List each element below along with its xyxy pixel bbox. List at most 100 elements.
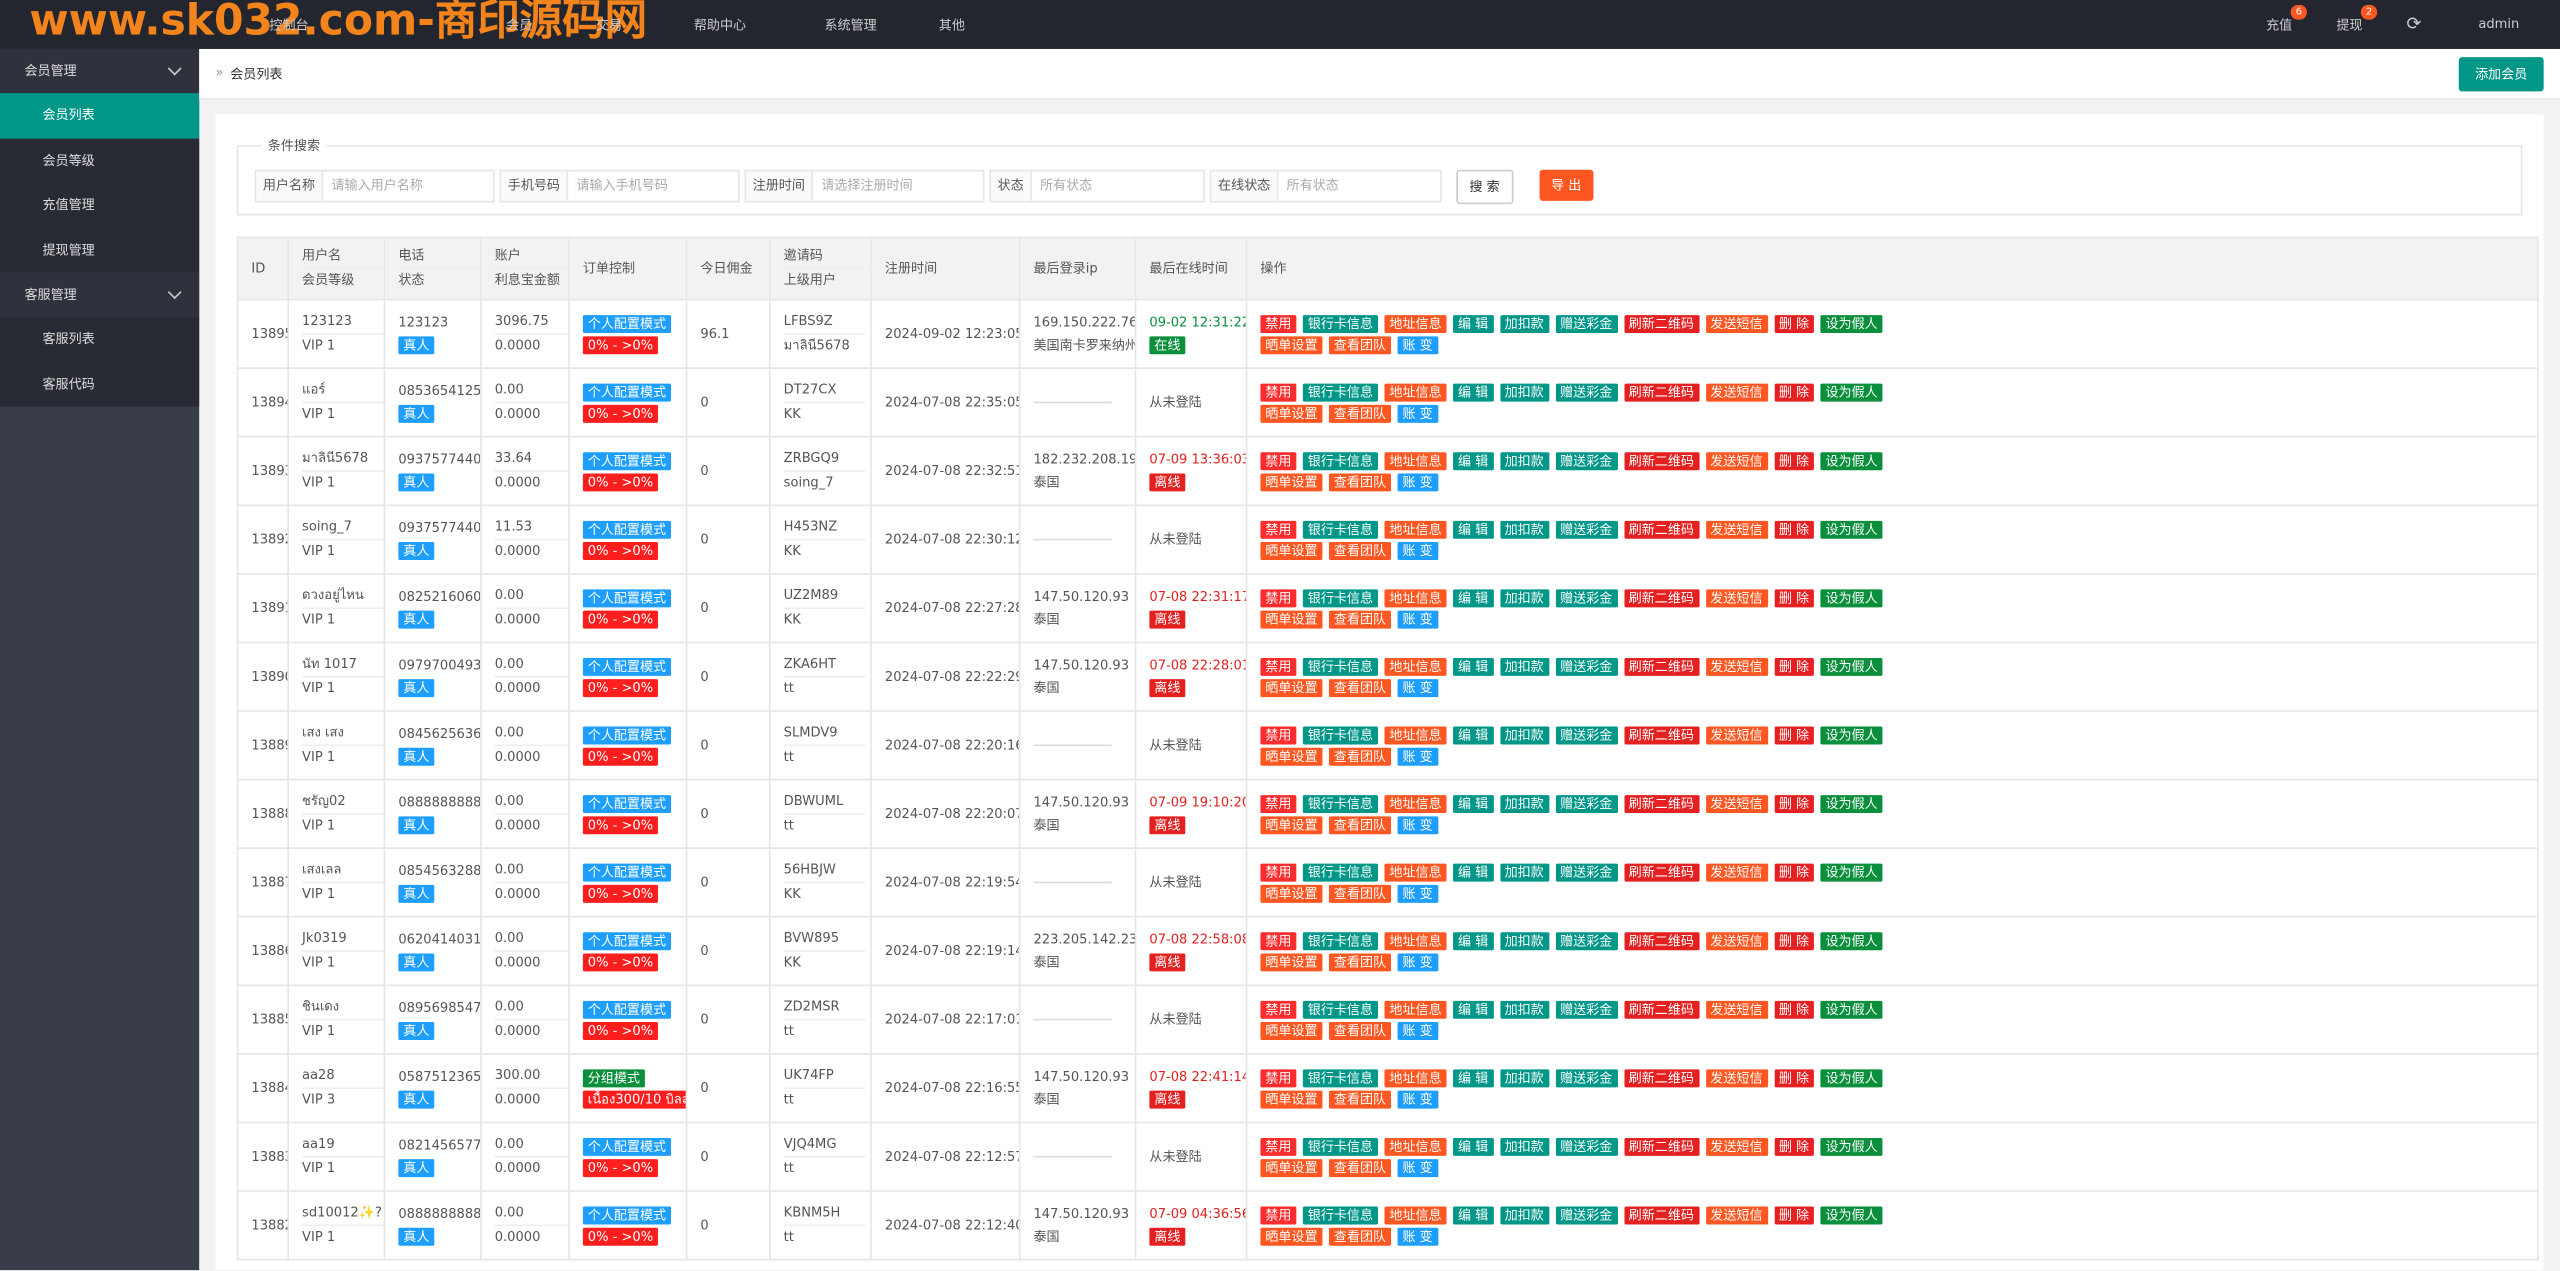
action-button[interactable]: 编 辑 [1453, 657, 1494, 676]
action-button[interactable]: 晒单设置 [1260, 541, 1323, 560]
action-button[interactable]: 设为假人 [1820, 862, 1883, 881]
action-button[interactable]: 禁用 [1260, 999, 1297, 1018]
action-button[interactable]: 禁用 [1260, 862, 1297, 881]
action-button[interactable]: 地址信息 [1384, 588, 1447, 607]
action-button[interactable]: 账 变 [1397, 541, 1438, 560]
action-button[interactable]: 发送短信 [1705, 931, 1768, 950]
action-button[interactable]: 刷新二维码 [1623, 314, 1699, 333]
action-button[interactable]: 禁用 [1260, 931, 1297, 950]
action-button[interactable]: 地址信息 [1384, 519, 1447, 538]
action-button[interactable]: 设为假人 [1820, 657, 1883, 676]
action-button[interactable]: 发送短信 [1705, 999, 1768, 1018]
action-button[interactable]: 设为假人 [1820, 1205, 1883, 1224]
action-button[interactable]: 地址信息 [1384, 1205, 1447, 1224]
action-button[interactable]: 刷新二维码 [1623, 451, 1699, 470]
action-button[interactable]: 银行卡信息 [1302, 725, 1378, 744]
action-button[interactable]: 删 除 [1773, 931, 1815, 950]
action-button[interactable]: 赠送彩金 [1555, 314, 1618, 333]
nav-item[interactable]: 帮助中心 [693, 17, 747, 33]
export-button[interactable]: 导 出 [1539, 169, 1593, 201]
action-button[interactable]: 发送短信 [1705, 725, 1768, 744]
action-button[interactable]: 地址信息 [1384, 1137, 1447, 1156]
action-button[interactable]: 晒单设置 [1260, 952, 1323, 971]
action-button[interactable]: 刷新二维码 [1623, 519, 1699, 538]
search-field[interactable]: 手机号码 请输入手机号码 [499, 169, 740, 203]
action-button[interactable]: 加扣款 [1499, 794, 1549, 813]
action-button[interactable]: 删 除 [1773, 862, 1815, 881]
action-button[interactable]: 账 变 [1397, 952, 1438, 971]
menu-item[interactable]: 提现管理 [0, 227, 200, 273]
action-button[interactable]: 删 除 [1773, 382, 1815, 401]
action-button[interactable]: 加扣款 [1499, 862, 1549, 881]
action-button[interactable]: 账 变 [1397, 472, 1438, 491]
action-button[interactable]: 刷新二维码 [1623, 1068, 1699, 1087]
action-button[interactable]: 晒单设置 [1260, 1158, 1323, 1177]
action-button[interactable]: 禁用 [1260, 451, 1297, 470]
action-button[interactable]: 查看团队 [1328, 472, 1392, 491]
action-button[interactable]: 账 变 [1397, 1158, 1438, 1177]
nav-withdraw[interactable]: 提现 2 [2336, 4, 2378, 34]
action-button[interactable]: 设为假人 [1820, 931, 1883, 950]
action-button[interactable]: 账 变 [1397, 678, 1438, 697]
action-button[interactable]: 禁用 [1260, 657, 1297, 676]
menu-item[interactable]: 充值管理 [0, 182, 200, 228]
action-button[interactable]: 查看团队 [1328, 404, 1392, 423]
nav-recharge[interactable]: 充值 6 [2266, 4, 2307, 34]
action-button[interactable]: 晒单设置 [1260, 746, 1323, 765]
action-button[interactable]: 刷新二维码 [1623, 794, 1699, 813]
nav-item[interactable]: 其他 [938, 17, 965, 33]
action-button[interactable]: 赠送彩金 [1555, 519, 1618, 538]
action-button[interactable]: 编 辑 [1453, 451, 1494, 470]
nav-user[interactable]: admin [2478, 16, 2520, 32]
action-button[interactable]: 地址信息 [1384, 931, 1447, 950]
action-button[interactable]: 赠送彩金 [1555, 794, 1618, 813]
menu-group[interactable]: 客服管理 [0, 272, 200, 317]
action-button[interactable]: 删 除 [1773, 1137, 1815, 1156]
action-button[interactable]: 设为假人 [1820, 588, 1883, 607]
action-button[interactable]: 查看团队 [1328, 678, 1392, 697]
action-button[interactable]: 银行卡信息 [1302, 794, 1378, 813]
action-button[interactable]: 加扣款 [1499, 382, 1549, 401]
action-button[interactable]: 查看团队 [1328, 884, 1392, 903]
action-button[interactable]: 查看团队 [1328, 335, 1392, 354]
action-button[interactable]: 编 辑 [1453, 999, 1494, 1018]
action-button[interactable]: 地址信息 [1384, 794, 1447, 813]
action-button[interactable]: 晒单设置 [1260, 472, 1323, 491]
action-button[interactable]: 编 辑 [1453, 1205, 1494, 1224]
action-button[interactable]: 晒单设置 [1260, 1226, 1323, 1245]
action-button[interactable]: 加扣款 [1499, 1137, 1549, 1156]
action-button[interactable]: 编 辑 [1453, 931, 1494, 950]
action-button[interactable]: 删 除 [1773, 1068, 1815, 1087]
action-button[interactable]: 加扣款 [1499, 314, 1549, 333]
action-button[interactable]: 查看团队 [1328, 541, 1392, 560]
nav-item[interactable]: 交易 [595, 17, 623, 33]
action-button[interactable]: 账 变 [1397, 404, 1438, 423]
action-button[interactable]: 赠送彩金 [1555, 1205, 1618, 1224]
action-button[interactable]: 账 变 [1397, 1226, 1438, 1245]
action-button[interactable]: 晒单设置 [1260, 1021, 1323, 1040]
action-button[interactable]: 禁用 [1260, 1068, 1297, 1087]
add-button[interactable]: 添加会员 [2458, 57, 2544, 92]
action-button[interactable]: 查看团队 [1328, 609, 1392, 628]
action-button[interactable]: 账 变 [1397, 335, 1438, 354]
action-button[interactable]: 晒单设置 [1260, 815, 1323, 834]
action-button[interactable]: 加扣款 [1499, 588, 1549, 607]
action-button[interactable]: 加扣款 [1499, 519, 1549, 538]
action-button[interactable]: 银行卡信息 [1302, 588, 1378, 607]
action-button[interactable]: 银行卡信息 [1302, 519, 1378, 538]
action-button[interactable]: 发送短信 [1705, 794, 1768, 813]
action-button[interactable]: 发送短信 [1705, 1068, 1768, 1087]
nav-item[interactable]: 控制台 [269, 17, 309, 33]
action-button[interactable]: 账 变 [1397, 1021, 1438, 1040]
action-button[interactable]: 删 除 [1773, 588, 1815, 607]
action-button[interactable]: 晒单设置 [1260, 404, 1323, 423]
action-button[interactable]: 银行卡信息 [1302, 862, 1378, 881]
menu-group[interactable]: 会员管理 [0, 48, 200, 94]
action-button[interactable]: 编 辑 [1453, 1137, 1494, 1156]
action-button[interactable]: 发送短信 [1705, 314, 1768, 333]
search-field[interactable]: 状态 所有状态 [989, 169, 1205, 203]
action-button[interactable]: 发送短信 [1705, 451, 1768, 470]
action-button[interactable]: 加扣款 [1499, 725, 1549, 744]
action-button[interactable]: 晒单设置 [1260, 609, 1323, 628]
action-button[interactable]: 银行卡信息 [1302, 314, 1378, 333]
